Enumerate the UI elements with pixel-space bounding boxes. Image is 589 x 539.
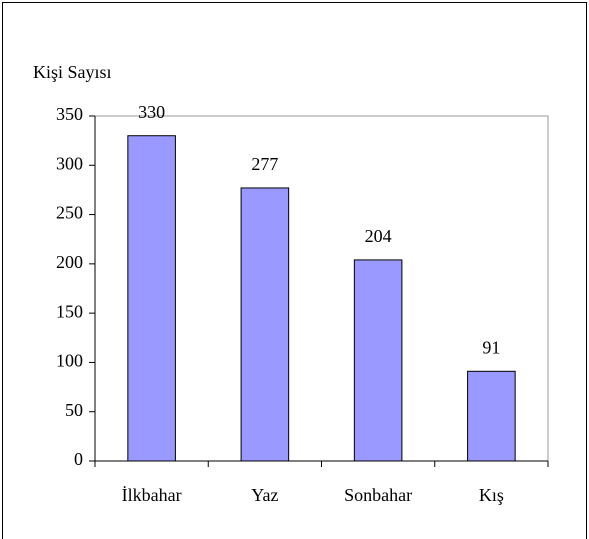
- y-tick-label: 350: [56, 104, 83, 124]
- bar: [127, 135, 176, 462]
- data-label: 204: [365, 226, 392, 246]
- bar: [467, 370, 516, 462]
- x-tick-label: Yaz: [251, 485, 278, 505]
- y-tick-label: 200: [56, 252, 83, 272]
- data-label: 277: [251, 154, 278, 174]
- data-label: 330: [138, 102, 165, 122]
- y-axis-title: Kişi Sayısı: [33, 62, 112, 82]
- y-tick-label: 50: [65, 400, 83, 420]
- y-tick-label: 150: [56, 301, 83, 321]
- y-tick-label: 250: [56, 203, 83, 223]
- x-tick-label: Sonbahar: [344, 485, 412, 505]
- x-tick-label: İlkbahar: [122, 485, 182, 505]
- y-tick-label: 300: [56, 153, 83, 173]
- data-label: 91: [482, 337, 500, 357]
- bar: [240, 187, 290, 462]
- bar: [353, 259, 403, 462]
- y-tick-label: 0: [74, 449, 83, 469]
- x-tick-label: Kış: [479, 485, 504, 505]
- y-tick-label: 100: [56, 351, 83, 371]
